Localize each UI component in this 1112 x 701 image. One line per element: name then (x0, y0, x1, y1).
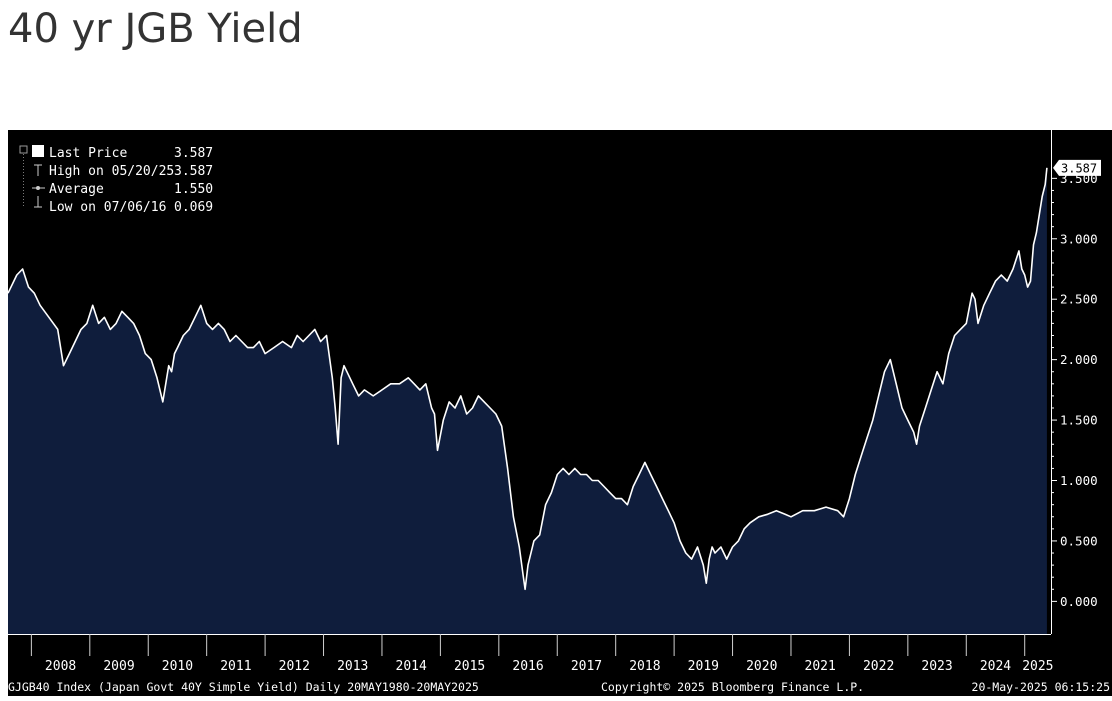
y-tick-label: 0.000 (1060, 594, 1098, 609)
legend-average-icon (32, 186, 45, 190)
legend-high-icon (34, 164, 42, 176)
x-tick-label: 2014 (396, 659, 427, 674)
legend-label-high: High on 05/20/25 (49, 164, 174, 179)
legend-label-last-price: Last Price (49, 146, 127, 161)
x-tick-label: 2018 (629, 659, 660, 674)
last-price-marker: 3.587 (1053, 159, 1101, 176)
page-title: 40 yr JGB Yield (8, 6, 303, 52)
x-tick-label: 2011 (220, 659, 251, 674)
y-tick-label: 3.000 (1060, 231, 1098, 246)
area-layer (7, 167, 1048, 635)
x-tick-label: 2022 (863, 659, 894, 674)
x-tick-label: 2017 (571, 659, 602, 674)
legend-value-average: 1.550 (174, 182, 213, 197)
x-tick-label: 2021 (805, 659, 836, 674)
footer-timestamp: 20-May-2025 06:15:25 (972, 680, 1110, 694)
x-tick-label: 2019 (688, 659, 719, 674)
legend-low-icon (34, 196, 42, 208)
axis-gutter-bottom (8, 634, 1112, 679)
x-tick-label: 2020 (746, 659, 777, 674)
legend-box: Last Price 3.587 High on 05/20/25 3.587 … (18, 140, 220, 220)
legend-swatch-last-price (32, 145, 44, 157)
footer-source: GJGB40 Index (Japan Govt 40Y Simple Yiel… (8, 680, 479, 694)
last-price-tag (1053, 159, 1101, 176)
chart: 0.0000.5001.0001.5002.0002.5003.0003.500… (7, 130, 1112, 696)
footer-band (8, 677, 1112, 696)
y-tick-label: 0.500 (1060, 533, 1098, 548)
legend-value-low: 0.069 (174, 200, 213, 215)
legend-value-last-price: 3.587 (174, 146, 213, 161)
x-tick-label: 2016 (512, 659, 543, 674)
y-tick-label: 2.000 (1060, 352, 1098, 367)
axis-gutter-right (1051, 130, 1112, 634)
x-tick-label: 2015 (454, 659, 485, 674)
x-tick-label: 2012 (279, 659, 310, 674)
series-line (7, 167, 1048, 591)
legend-label-low: Low on 07/06/16 (49, 200, 166, 215)
x-tick-label: 2024 (980, 659, 1011, 674)
x-tick-label: 2008 (45, 659, 76, 674)
y-tick-label: 2.500 (1060, 292, 1098, 307)
legend-collapse-icon[interactable] (19, 145, 28, 154)
x-tick-label: 2025 (1022, 659, 1053, 674)
footer-copyright: Copyright© 2025 Bloomberg Finance L.P. (601, 680, 864, 694)
series-area-fill (8, 167, 1047, 635)
legend-label-average: Average (49, 182, 104, 197)
last-price-label: 3.587 (1061, 161, 1097, 175)
y-tick-label: 1.000 (1060, 473, 1098, 488)
x-tick-label: 2023 (921, 659, 952, 674)
legend-value-high: 3.587 (174, 164, 213, 179)
x-tick-label: 2009 (103, 659, 134, 674)
x-tick-label: 2013 (337, 659, 368, 674)
chart-container: 0.000 0.500 1.000 1.500 2.000 2.500 3.000 3.500… (7, 130, 1112, 696)
legend-background (18, 140, 220, 220)
y-tick-label: 1.500 (1060, 413, 1098, 428)
x-axis: 2008 2009 2010 2011 2012 2013 2014 2015 2016 2017… (8, 634, 1054, 674)
x-tick-label: 2010 (162, 659, 193, 674)
